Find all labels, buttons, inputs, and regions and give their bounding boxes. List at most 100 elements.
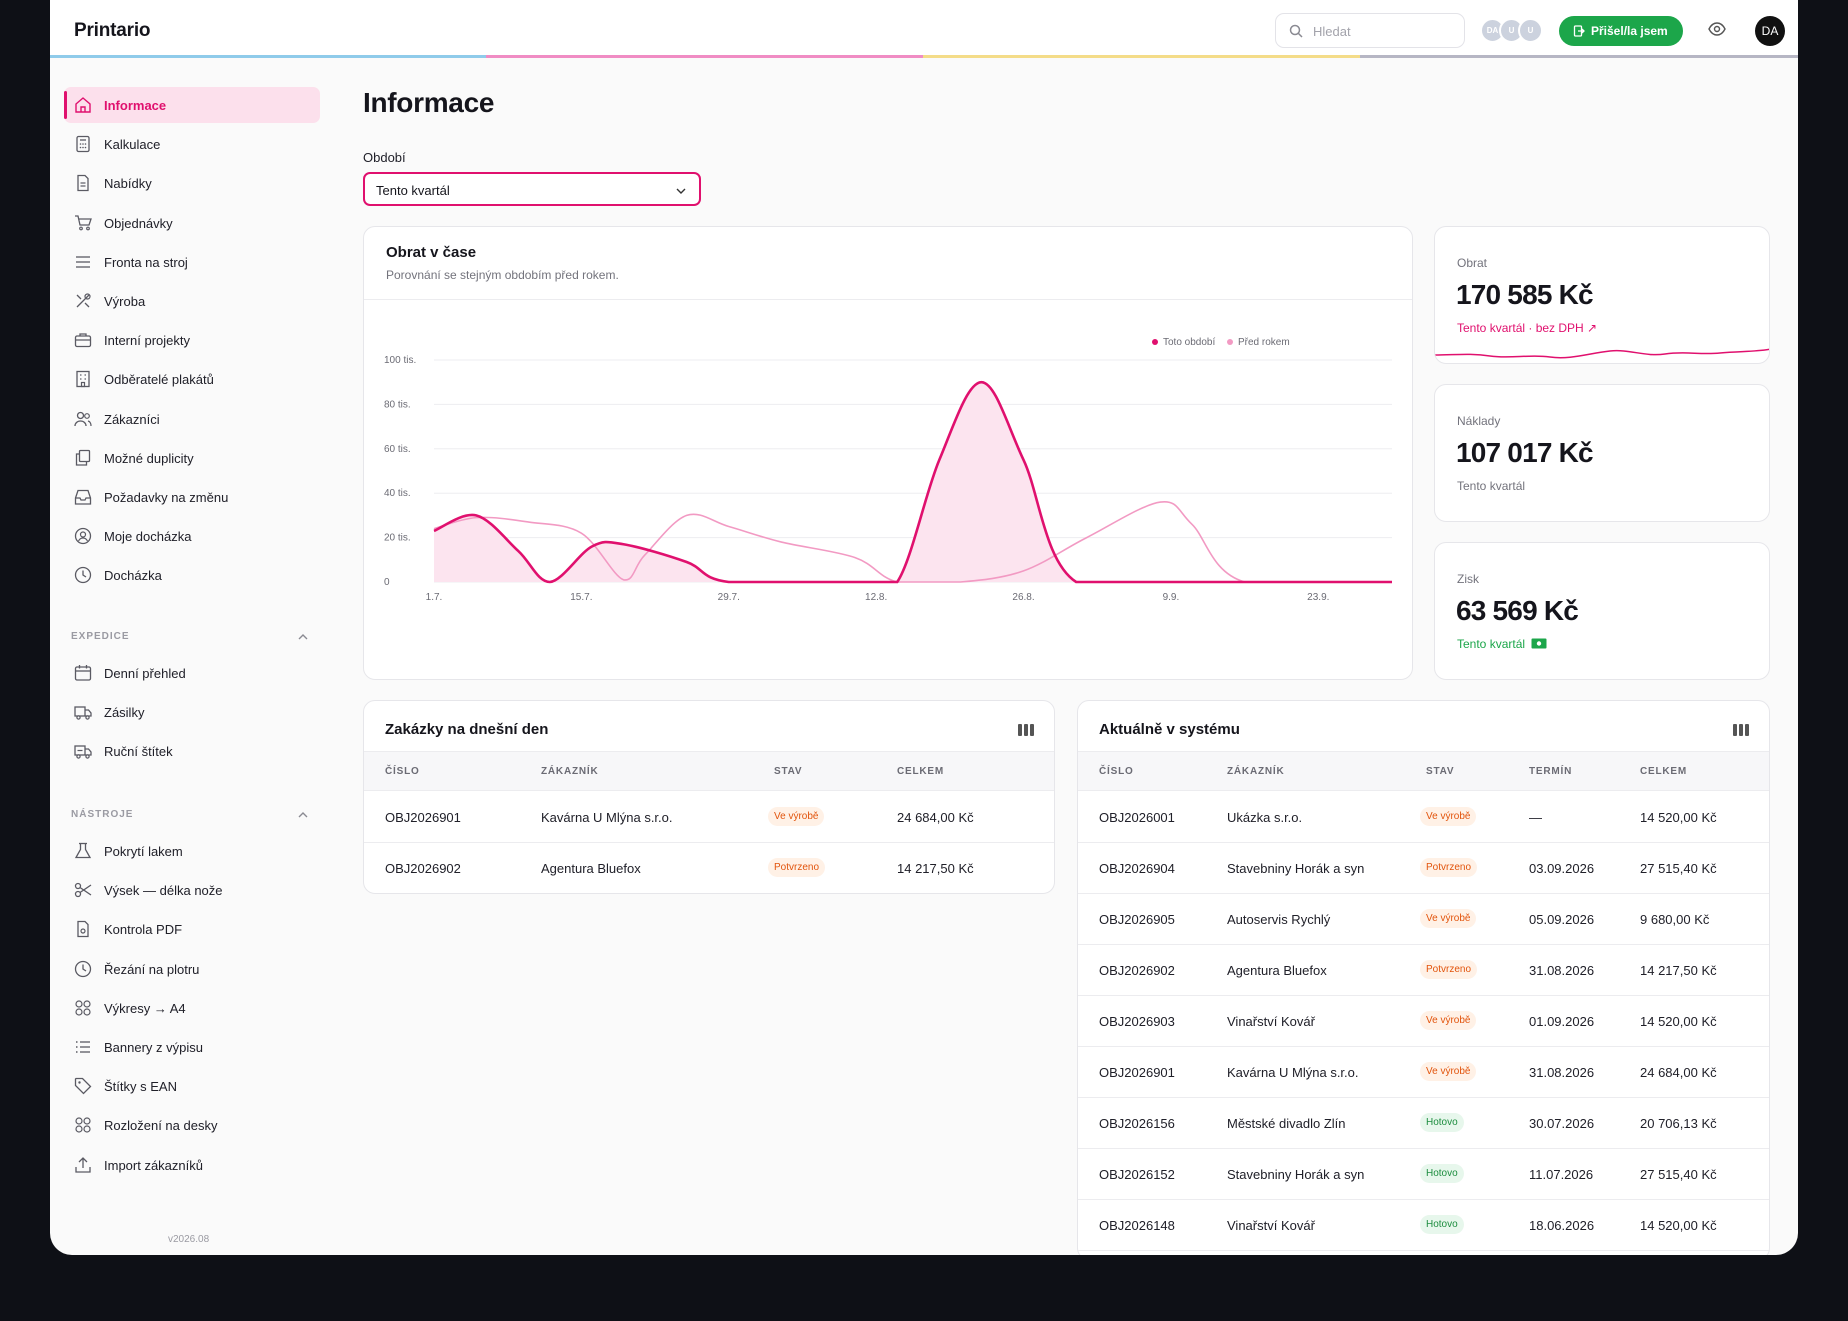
period-value: Tento kvartál <box>376 183 450 198</box>
sidebar-item-nabidky[interactable]: Nabídky <box>64 165 320 201</box>
table-row[interactable]: OBJ2026902 Agentura Bluefox Potvrzeno 14 21… <box>364 843 1054 893</box>
cell-customer: Kavárna U Mlýna s.r.o. <box>1227 1065 1359 1080</box>
sidebar-item-label: Kontrola PDF <box>104 922 183 938</box>
column-header[interactable]: ZÁKAZNÍK <box>541 766 599 777</box>
table-row[interactable]: OBJ2026148 Vinařství Kovář Hotovo 18.06.202… <box>1078 1200 1769 1251</box>
sidebar-item-odberatele-plakatu[interactable]: Odběratelé plakátů <box>64 361 320 397</box>
column-header[interactable]: STAV <box>774 766 803 777</box>
sidebar-item-stitky-s-ean[interactable]: Štítky s EAN <box>64 1068 320 1104</box>
kpi-revenue: Obrat 170 585 Kč Tento kvartál · bez DPH… <box>1434 226 1770 364</box>
table-row[interactable]: OBJ2026902 Agentura Bluefox Potvrzeno 31.08… <box>1078 945 1769 996</box>
sidebar-item-mozne-duplicity[interactable]: Možné duplicity <box>64 440 320 476</box>
columns-icon[interactable] <box>1733 723 1749 737</box>
cell-id: OBJ2026903 <box>1099 1014 1175 1029</box>
login-icon <box>1573 25 1585 37</box>
cell-customer: Kavárna U Mlýna s.r.o. <box>541 810 673 825</box>
sidebar-item-vysek-delka-noze[interactable]: Výsek — délka nože <box>64 872 320 908</box>
sidebar-item-label: Nabídky <box>104 176 152 192</box>
avatar[interactable]: U <box>1518 18 1543 43</box>
sidebar-item-moje-dochazka[interactable]: Moje docházka <box>64 518 320 554</box>
kpi-label: Náklady <box>1457 414 1501 428</box>
search-input[interactable]: Hledat <box>1275 13 1465 48</box>
search-placeholder: Hledat <box>1313 24 1351 39</box>
column-header[interactable]: CELKEM <box>1640 766 1688 777</box>
checkin-label: Přišel/la jsem <box>1591 24 1668 38</box>
clock-icon <box>74 567 92 584</box>
accent-stripe <box>1360 55 1798 58</box>
sidebar-item-denni-prehled[interactable]: Denní přehled <box>64 655 320 691</box>
sidebar-item-rezani-na-plotru[interactable]: Řezání na plotru <box>64 951 320 987</box>
sidebar-item-vykresy-a4[interactable]: Výkresy → A4 <box>64 990 320 1026</box>
table-row[interactable]: OBJ2026901 Kavárna U Mlýna s.r.o. Ve výrob… <box>364 792 1054 843</box>
chart-title: Obrat v čase <box>386 244 477 261</box>
sidebar-item-zasilky[interactable]: Zásilky <box>64 694 320 730</box>
page-title: Informace <box>363 87 495 118</box>
sidebar-item-pozadavky-na-zmenu[interactable]: Požadavky na změnu <box>64 479 320 515</box>
divider <box>364 299 1412 300</box>
sidebar-item-label: Objednávky <box>104 215 173 231</box>
sidebar-item-rucni-stitek[interactable]: Ruční štítek <box>64 733 320 769</box>
sidebar-item-label: Interní projekty <box>104 333 190 349</box>
column-header[interactable]: ZÁKAZNÍK <box>1227 766 1285 777</box>
sidebar-item-kontrola-pdf[interactable]: Kontrola PDF <box>64 911 320 947</box>
kpi-sub: Tento kvartál <box>1457 637 1547 651</box>
table-row[interactable]: OBJ2026901 Kavárna U Mlýna s.r.o. Ve výrob… <box>1078 1047 1769 1098</box>
tag-icon <box>74 1078 92 1095</box>
sidebar-item-import-zakazniku[interactable]: Import zákazníků <box>64 1147 320 1183</box>
x-tick-label: 29.7. <box>718 592 740 603</box>
y-tick-label: 60 tis. <box>384 444 411 455</box>
section-header-expedice[interactable]: EXPEDICE <box>71 631 321 645</box>
sidebar-item-informace[interactable]: Informace <box>64 87 320 123</box>
table-row[interactable]: OBJ2026903 Vinařství Kovář Ve výrobě 01.09.… <box>1078 996 1769 1047</box>
eye-icon[interactable] <box>1708 20 1726 38</box>
sidebar-item-label: Výsek — délka nože <box>104 883 223 899</box>
sidebar-item-pokryti-lakem[interactable]: Pokrytí lakem <box>64 833 320 869</box>
sidebar-item-fronta-na-stroj[interactable]: Fronta na stroj <box>64 244 320 280</box>
status-badge: Potvrzeno <box>768 858 826 877</box>
sidebar-item-kalkulace[interactable]: Kalkulace <box>64 126 320 162</box>
column-header[interactable]: ČÍSLO <box>1099 766 1134 777</box>
app-logo[interactable]: Printario <box>74 20 151 41</box>
cell-customer: Agentura Bluefox <box>541 861 641 876</box>
cell-total: 27 515,40 Kč <box>1640 1167 1717 1182</box>
sidebar-item-label: Docházka <box>104 568 162 584</box>
sidebar-item-label: Import zákazníků <box>104 1157 203 1173</box>
column-header[interactable]: STAV <box>1426 766 1455 777</box>
table-row[interactable]: OBJ2026152 Stavebniny Horák a syn Hotovo 11… <box>1078 1149 1769 1200</box>
checkin-button[interactable]: Přišel/la jsem <box>1559 16 1683 46</box>
section-header-nastroje[interactable]: NÁSTROJE <box>71 809 321 823</box>
calculator-icon <box>76 136 90 153</box>
sidebar-item-vyroba[interactable]: Výroba <box>64 283 320 319</box>
cell-total: 24 684,00 Kč <box>1640 1065 1717 1080</box>
column-header[interactable]: ČÍSLO <box>385 766 420 777</box>
period-label: Období <box>363 150 406 165</box>
grid-icon <box>75 1117 91 1133</box>
period-select[interactable]: Tento kvartál <box>363 172 701 206</box>
sidebar-item-label: Zásilky <box>104 705 145 721</box>
column-header[interactable]: CELKEM <box>897 766 945 777</box>
sidebar-item-objednavky[interactable]: Objednávky <box>64 205 320 241</box>
sidebar-item-rozlozeni-na-desky[interactable]: Rozložení na desky <box>64 1107 320 1143</box>
sidebar-item-label: Zákazníci <box>104 411 160 427</box>
cart-icon <box>75 214 92 230</box>
x-tick-label: 15.7. <box>570 592 592 603</box>
sidebar-item-dochazka[interactable]: Docházka <box>64 557 320 593</box>
cell-id: OBJ2026148 <box>1099 1218 1175 1233</box>
table-row[interactable]: OBJ2026905 Autoservis Rychlý Ve výrobě 05.0… <box>1078 894 1769 945</box>
column-header[interactable]: TERMÍN <box>1529 766 1573 777</box>
chart-subtitle: Porovnání se stejným obdobím před rokem. <box>386 268 619 282</box>
cell-due: 31.08.2026 <box>1529 963 1595 978</box>
table-header: ČÍSLO ZÁKAZNÍK STAV TERMÍN CELKEM <box>1078 751 1769 791</box>
user-avatar[interactable]: DA <box>1755 16 1785 46</box>
sidebar-item-bannery-z-vypisu[interactable]: Bannery z výpisu <box>64 1029 320 1065</box>
table-row[interactable]: OBJ2026156 Městské divadlo Zlín Hotovo 30.0… <box>1078 1098 1769 1149</box>
table-row[interactable]: OBJ2026001 Ukázka s.r.o. Ve výrobě — 14 520,… <box>1078 792 1769 843</box>
home-icon <box>75 97 91 113</box>
status-badge: Ve výrobě <box>1420 1062 1477 1081</box>
columns-icon[interactable] <box>1018 723 1034 737</box>
kpi-sub: Tento kvartál <box>1457 479 1526 493</box>
table-row[interactable]: OBJ2026904 Stavebniny Horák a syn Potvrzen… <box>1078 843 1769 894</box>
sidebar-item-interni-projekty[interactable]: Interní projekty <box>64 322 320 358</box>
sidebar-item-zakaznici[interactable]: Zákazníci <box>64 401 320 437</box>
kpi-value: 107 017 Kč <box>1456 437 1594 468</box>
